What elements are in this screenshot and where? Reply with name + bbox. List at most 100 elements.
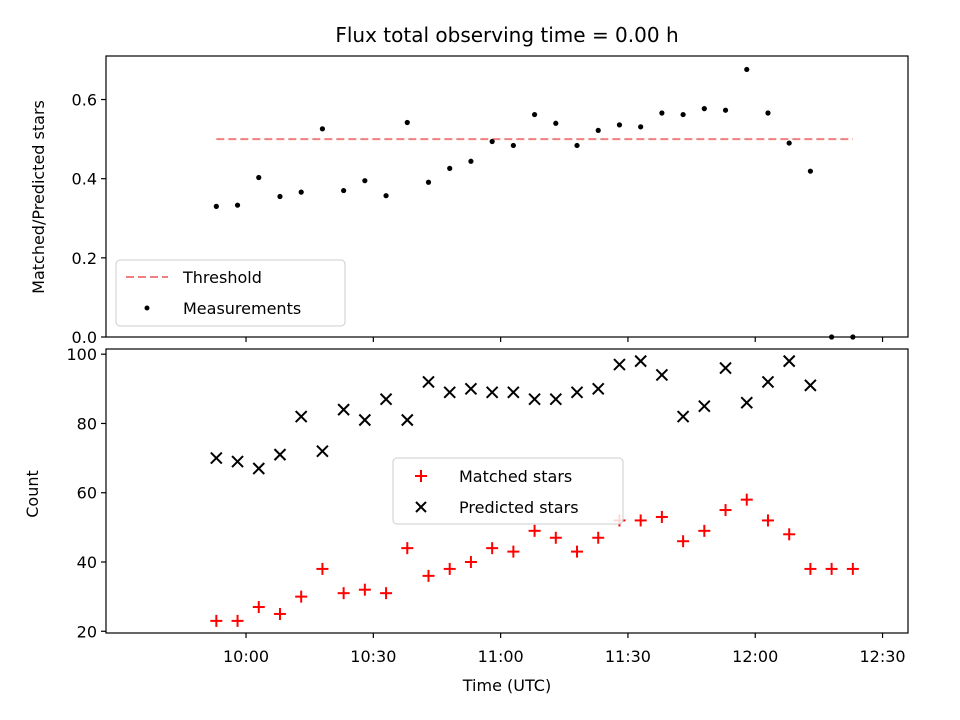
measurement-point — [638, 124, 644, 130]
matched-star-point — [380, 587, 393, 600]
matched-star-point — [698, 524, 711, 537]
measurement-point — [595, 127, 601, 134]
matched-star-point — [528, 524, 541, 537]
measurement-point — [701, 106, 707, 112]
chart-title: Flux total observing time = 0.00 h — [335, 23, 678, 47]
predicted-star-point — [782, 354, 796, 368]
predicted-star-point — [655, 368, 669, 382]
matched-star-point — [804, 562, 817, 575]
predicted-star-point — [507, 386, 520, 399]
predicted-star-point — [422, 375, 435, 389]
top-y-tick-label: 0.4 — [72, 170, 97, 189]
predicted-star-point — [528, 393, 541, 406]
measurement-point — [659, 110, 665, 116]
predicted-star-point — [804, 379, 817, 392]
matched-star-point — [740, 493, 753, 506]
bottom-x-tick-label: 11:00 — [478, 647, 524, 666]
predicted-star-point — [549, 393, 563, 406]
bottom-x-tick-label: 10:30 — [350, 647, 396, 666]
predicted-star-point — [634, 354, 647, 368]
measurement-point — [553, 120, 559, 126]
predicted-star-point — [570, 386, 584, 399]
predicted-star-point — [316, 444, 329, 458]
legend-matched-label: Matched stars — [459, 467, 572, 486]
predicted-star-point — [231, 455, 244, 468]
measurement-point — [341, 187, 347, 194]
measurement-point — [765, 110, 771, 116]
bottom-plot-frame — [105, 348, 909, 634]
predicted-stars-series — [210, 354, 817, 475]
bottom-y-tick-label: 100 — [66, 345, 97, 364]
matched-stars-series — [210, 493, 859, 627]
measurement-point — [489, 138, 495, 145]
matched-star-point — [210, 614, 223, 627]
top-y-ticks: 0.0 0.2 0.4 0.6 — [72, 91, 106, 347]
matched-star-point — [486, 542, 499, 555]
measurement-point — [722, 107, 729, 113]
bottom-y-axis-label: Count — [23, 470, 42, 518]
top-legend-box — [115, 259, 346, 327]
predicted-star-point — [761, 375, 775, 389]
matched-star-point — [252, 601, 265, 614]
measurement-point — [234, 202, 241, 208]
measurement-point — [362, 178, 368, 184]
bottom-x-axis-label: Time (UTC) — [462, 676, 551, 695]
predicted-star-point — [592, 382, 605, 396]
matched-star-point — [761, 514, 774, 527]
predicted-star-point — [337, 403, 350, 416]
predicted-star-point — [676, 410, 690, 423]
matched-star-point — [592, 531, 605, 544]
predicted-star-point — [358, 413, 372, 427]
top-y-tick-label: 0.2 — [72, 249, 97, 268]
top-plot-frame — [105, 55, 909, 338]
matched-star-point — [634, 514, 647, 527]
bottom-x-tick-label: 11:30 — [605, 647, 651, 666]
matched-star-point — [783, 528, 796, 541]
matched-star-point — [337, 587, 350, 600]
matched-star-point — [295, 590, 308, 603]
measurement-point — [531, 111, 538, 118]
bottom-legend-box — [392, 457, 624, 525]
measurement-point — [468, 158, 474, 164]
predicted-star-point — [294, 410, 308, 423]
matched-star-point — [231, 614, 244, 627]
top-x-ticks — [245, 337, 884, 342]
matched-star-point — [846, 562, 859, 575]
predicted-star-point — [443, 386, 456, 399]
bottom-x-tick-label: 10:00 — [223, 647, 269, 666]
top-y-tick-label: 0.0 — [72, 328, 97, 347]
measurement-point — [277, 193, 283, 200]
measurement-point — [510, 142, 516, 149]
legend-predicted-label: Predicted stars — [459, 498, 579, 517]
measurement-point — [807, 168, 814, 174]
top-legend: Threshold Measurements — [115, 259, 346, 327]
measurement-point — [744, 66, 750, 73]
predicted-star-point — [740, 396, 753, 409]
bottom-y-tick-label: 60 — [77, 484, 97, 503]
matched-star-point — [401, 542, 414, 555]
legend-predicted-swatch — [415, 501, 427, 513]
matched-star-point — [273, 607, 286, 620]
measurement-point — [574, 142, 580, 149]
legend-matched-swatch — [415, 470, 427, 482]
measurement-point — [680, 111, 686, 118]
legend-measurements-label: Measurements — [183, 299, 301, 318]
predicted-star-point — [485, 386, 499, 399]
measurement-point — [447, 165, 453, 171]
predicted-star-point — [379, 393, 393, 406]
bottom-x-tick-label: 12:00 — [732, 647, 778, 666]
bottom-x-ticks: 10:00 10:30 11:00 11:30 12:00 12:30 — [223, 633, 906, 666]
bottom-y-ticks: 20 40 60 80 100 — [66, 345, 106, 641]
bottom-y-tick-label: 40 — [77, 553, 97, 572]
matched-star-point — [677, 535, 690, 548]
matched-star-point — [422, 569, 435, 582]
predicted-star-point — [613, 358, 626, 371]
legend-threshold-label: Threshold — [182, 268, 262, 287]
matched-star-point — [549, 531, 562, 544]
predicted-star-point — [401, 413, 414, 427]
matched-star-point — [571, 545, 584, 558]
predicted-star-point — [273, 448, 287, 461]
predicted-star-point — [719, 361, 732, 375]
predicted-star-point — [698, 399, 711, 413]
